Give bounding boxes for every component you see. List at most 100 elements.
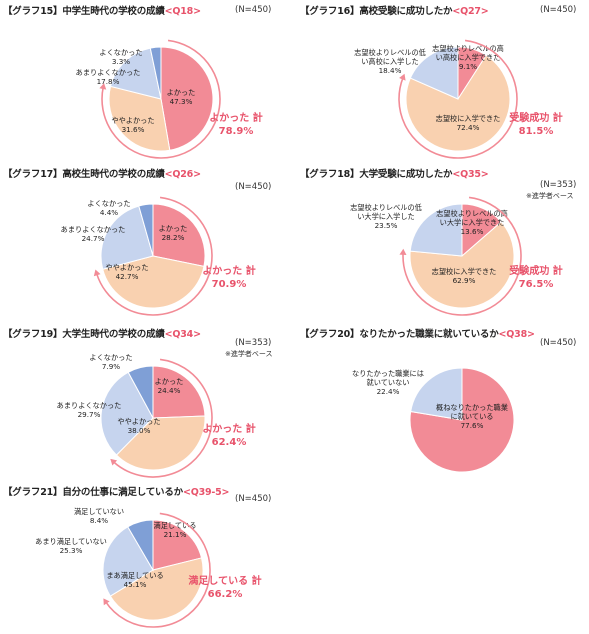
question-code: <Q18> xyxy=(164,6,201,17)
slice-label: 概ねなりたかった職業 xyxy=(436,403,508,412)
pie-slice xyxy=(152,519,203,571)
total-label: 受験成功 計 xyxy=(509,264,562,277)
slice-label: い大学に入学できた xyxy=(440,218,505,227)
slice-label: い高校に入学できた xyxy=(436,53,501,62)
chart-title: 【グラフ19】大学生時代の学校の成績<Q34> xyxy=(3,326,201,340)
slice-label: よくなかった xyxy=(87,199,130,208)
total-label: 満足している 計 xyxy=(188,574,261,587)
slice-value: 13.6% xyxy=(461,227,484,236)
pie-slice xyxy=(127,519,154,572)
slice-value: 9.1% xyxy=(459,62,477,71)
slice-value: 21.1% xyxy=(164,530,187,539)
total-value: 78.9% xyxy=(219,126,254,137)
pie-slice xyxy=(115,415,206,471)
slice-label: 就いていない xyxy=(367,378,410,387)
slice-value: 7.9% xyxy=(102,362,120,371)
sample-size: (N=450) xyxy=(235,182,272,192)
pie-slice xyxy=(409,203,463,257)
total-value: 81.5% xyxy=(519,126,554,137)
chart-title: 【グラフ17】高校生時代の学校の成績<Q26> xyxy=(3,166,201,180)
slice-label: 志望校よりレベルの高 xyxy=(432,44,504,53)
chart-title: 【グラフ21】自分の仕事に満足しているか<Q39-5> xyxy=(3,484,230,498)
total-value: 76.5% xyxy=(519,279,554,290)
slice-value: 3.3% xyxy=(112,57,130,66)
chart-title: 【グラフ15】中学生時代の学校の成績<Q18> xyxy=(3,3,201,17)
slice-value: 42.7% xyxy=(116,272,139,281)
chart-title-text: 【グラフ17】高校生時代の学校の成績 xyxy=(3,169,165,180)
base-note: ※進学者ベース xyxy=(526,192,574,200)
slice-value: 28.2% xyxy=(162,233,185,242)
slice-value: 45.1% xyxy=(124,580,147,589)
question-code: <Q35> xyxy=(452,169,489,180)
total-label: 受験成功 計 xyxy=(509,111,562,124)
total-label: よかった 計 xyxy=(209,111,262,124)
chart-title-text: 【グラフ18】大学受験に成功したか xyxy=(300,169,453,180)
arc-arrowhead xyxy=(399,73,406,81)
slice-label: 満足している xyxy=(154,521,197,530)
cumulative-arc xyxy=(95,196,213,316)
pie-slice xyxy=(152,365,206,419)
total-value: 66.2% xyxy=(208,589,243,600)
sample-size: (N=353) xyxy=(235,338,272,348)
pie-slice xyxy=(152,203,206,267)
chart-title-text: 【グラフ20】なりたかった職業に就いているか xyxy=(300,329,499,340)
slice-label: まあ満足している xyxy=(106,571,163,580)
slice-label: あまりよくなかった xyxy=(76,68,141,77)
slice-value: 24.4% xyxy=(158,386,181,395)
slice-label: ややよかった xyxy=(117,417,160,426)
cumulative-arc xyxy=(112,358,213,478)
chart-panel-19: 【グラフ19】大学生時代の学校の成績<Q34> (N=353) ※進学者ベース … xyxy=(3,326,293,478)
chart-title: 【グラフ18】大学受験に成功したか<Q35> xyxy=(300,166,489,180)
chart-title: 【グラフ20】なりたかった職業に就いているか<Q38> xyxy=(300,326,535,340)
pie-slice xyxy=(109,557,204,621)
slice-value: 22.4% xyxy=(377,387,400,396)
sample-size: (N=450) xyxy=(235,5,272,15)
question-code: <Q39-5> xyxy=(182,487,230,498)
sample-size: (N=450) xyxy=(540,5,577,15)
slice-value: 62.9% xyxy=(453,276,476,285)
slice-label: よかった xyxy=(167,88,196,97)
slice-label: 志望校よりレベルの低 xyxy=(354,48,426,57)
slice-value: 72.4% xyxy=(457,123,480,132)
slice-value: 38.0% xyxy=(128,426,151,435)
chart-panel-20: 【グラフ20】なりたかった職業に就いているか<Q38> (N=450) 概ねなり… xyxy=(300,326,589,476)
total-value: 62.4% xyxy=(212,437,247,448)
slice-value: 4.4% xyxy=(100,208,118,217)
arc-arrowhead xyxy=(103,598,110,606)
arc-arrowhead xyxy=(110,458,118,466)
slice-value: 25.3% xyxy=(60,546,83,555)
total-value: 70.9% xyxy=(212,279,247,290)
pie-slice xyxy=(100,371,154,456)
slice-value: 8.4% xyxy=(90,516,108,525)
arc-arrowhead xyxy=(399,248,407,255)
slice-label: よくなかった xyxy=(89,353,132,362)
pie-slice xyxy=(138,203,154,257)
pie-slice xyxy=(410,367,463,421)
slice-value: 23.5% xyxy=(375,221,398,230)
slice-label: 志望校よりレベルの高 xyxy=(436,209,508,218)
sample-size: (N=353) xyxy=(540,180,577,190)
sample-size: (N=450) xyxy=(540,338,577,348)
slice-value: 24.7% xyxy=(82,234,105,243)
slice-value: 31.6% xyxy=(122,125,145,134)
chart-title-text: 【グラフ19】大学生時代の学校の成績 xyxy=(3,329,165,340)
chart-title: 【グラフ16】高校受験に成功したか<Q27> xyxy=(300,3,489,17)
chart-panel-18: 【グラフ18】大学受験に成功したか<Q35> (N=353) ※進学者ベース 志… xyxy=(300,166,589,316)
slice-label: 志望校に入学できた xyxy=(436,114,501,123)
cumulative-arc xyxy=(402,196,522,316)
pie-slice xyxy=(108,85,171,152)
pie-slice xyxy=(127,365,154,419)
chart-panel-15: 【グラフ15】中学生時代の学校の成績<Q18> (N=450) よかった 47.3… xyxy=(3,3,293,159)
chart-title-text: 【グラフ21】自分の仕事に満足しているか xyxy=(3,487,183,498)
slice-value: 17.8% xyxy=(97,77,120,86)
slice-label: あまり満足していない xyxy=(35,537,107,546)
total-label: よかった 計 xyxy=(202,422,255,435)
slice-label: よくなかった xyxy=(99,48,142,57)
slice-label: よかった xyxy=(159,224,188,233)
pie-slice xyxy=(409,221,515,309)
